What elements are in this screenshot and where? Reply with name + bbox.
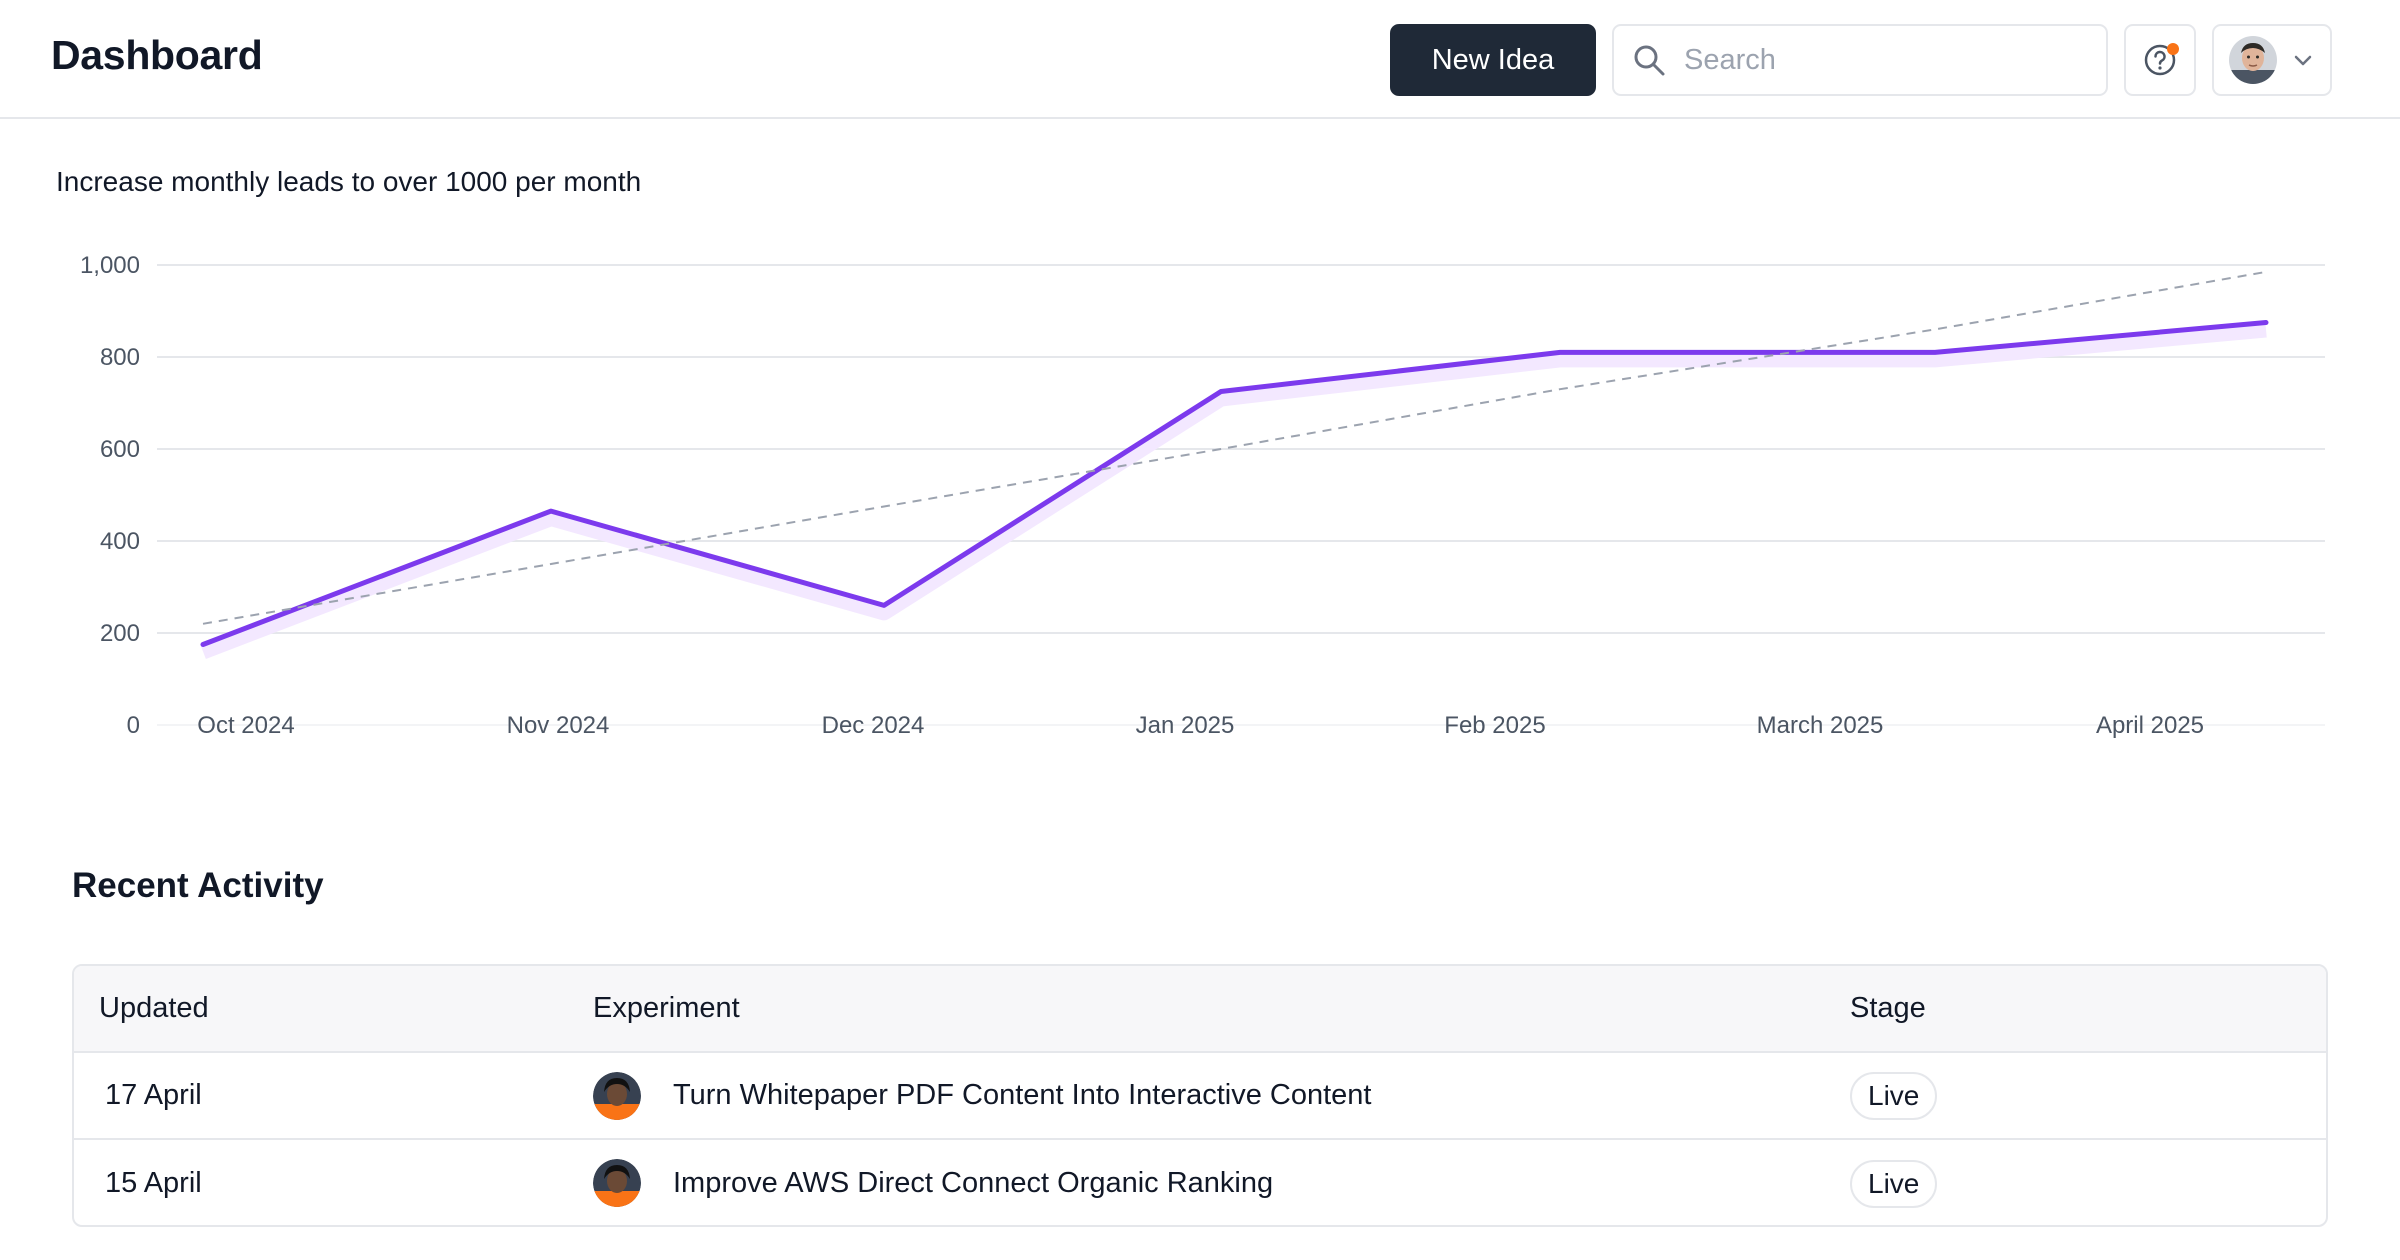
- x-tick-label: Feb 2025: [1444, 712, 1545, 739]
- y-tick-label: 200: [100, 620, 140, 647]
- page-title: Dashboard: [51, 32, 263, 78]
- x-tick-label: April 2025: [2096, 712, 2204, 739]
- avatar: [2229, 36, 2277, 84]
- column-header-updated: Updated: [99, 992, 209, 1024]
- y-tick-label: 400: [100, 528, 140, 555]
- stage-badge: Live: [1850, 1159, 1938, 1208]
- experiment-name[interactable]: Improve AWS Direct Connect Organic Ranki…: [673, 1167, 1274, 1199]
- y-tick-label: 1,000: [80, 252, 140, 279]
- column-header-experiment: Experiment: [593, 992, 740, 1024]
- new-idea-button[interactable]: New Idea: [1390, 24, 1596, 96]
- top-bar: Dashboard New Idea: [0, 0, 2400, 119]
- x-tick-label: Nov 2024: [507, 712, 610, 739]
- column-header-stage: Stage: [1850, 992, 1926, 1024]
- user-menu-button[interactable]: [2212, 24, 2332, 96]
- x-tick-label: Dec 2024: [822, 712, 925, 739]
- x-tick-label: March 2025: [1757, 712, 1884, 739]
- updated-cell: 15 April: [105, 1167, 202, 1199]
- table-header: Updated Experiment Stage: [74, 966, 2326, 1053]
- search-input[interactable]: [1684, 43, 2064, 77]
- table-row[interactable]: 17 April Turn Whitepaper PDF Content Int…: [74, 1053, 2326, 1140]
- chart-title: Increase monthly leads to over 1000 per …: [56, 166, 642, 197]
- y-tick-label: 0: [127, 712, 140, 739]
- stage-badge: Live: [1850, 1071, 1938, 1120]
- series-line: [200, 320, 2269, 647]
- experiment-name[interactable]: Turn Whitepaper PDF Content Into Interac…: [673, 1079, 1372, 1111]
- x-tick-label: Jan 2025: [1136, 712, 1235, 739]
- search-icon: [1634, 45, 1665, 76]
- notification-dot: [2167, 43, 2179, 55]
- chevron-down-icon: [2294, 55, 2312, 66]
- help-button[interactable]: [2124, 24, 2196, 96]
- recent-activity-table: Updated Experiment Stage 17 April Turn W…: [72, 964, 2328, 1227]
- table-row[interactable]: 15 April Improve AWS Direct Connect Orga…: [74, 1140, 2326, 1225]
- help-icon: [2144, 44, 2176, 76]
- series-line-glow: [200, 321, 2267, 659]
- x-tick-label: Oct 2024: [197, 712, 294, 739]
- avatar: [593, 1159, 641, 1207]
- y-tick-label: 800: [100, 344, 140, 371]
- y-tick-label: 600: [100, 436, 140, 463]
- leads-line-chart: 0 200 400 600 800 1,000 Oct 2024 Nov 2024 Dec 20…: [80, 252, 2325, 739]
- search-box[interactable]: [1612, 24, 2108, 96]
- avatar: [593, 1072, 641, 1120]
- trend-line: [202, 270, 2267, 625]
- recent-activity-title: Recent Activity: [72, 866, 324, 905]
- updated-cell: 17 April: [105, 1079, 202, 1111]
